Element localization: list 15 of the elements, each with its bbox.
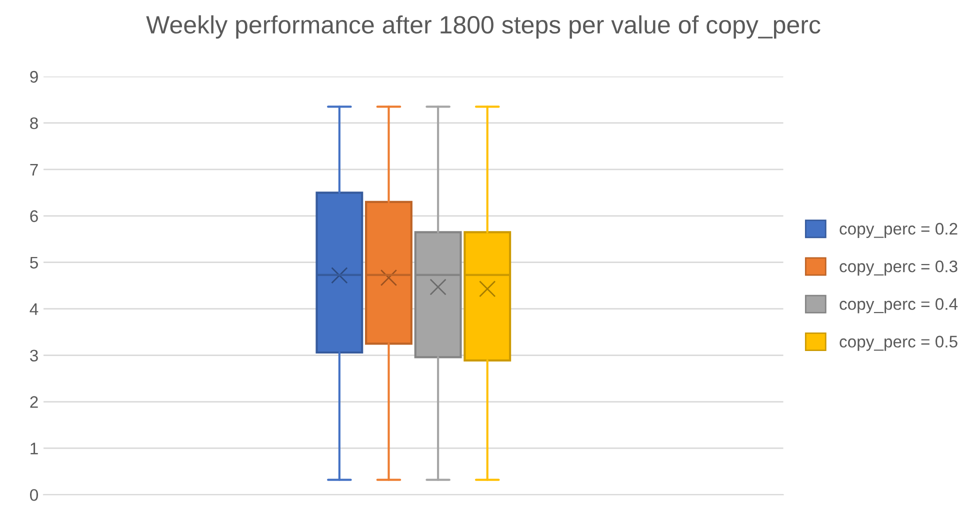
legend-label: copy_perc = 0.3 [840, 260, 958, 276]
y-tick-label: 0 [30, 489, 38, 501]
y-tick-label: 1 [30, 442, 38, 454]
legend-label: copy_perc = 0.2 [840, 222, 958, 238]
y-tick-label: 7 [30, 164, 38, 176]
y-tick-label: 9 [30, 70, 38, 83]
y-tick-label: 3 [30, 350, 38, 362]
y-tick-label: 5 [30, 256, 38, 269]
y-tick-label: 6 [30, 210, 38, 222]
y-tick-label: 2 [30, 396, 38, 408]
chart-title: Weekly performance after 1800 steps per value of copy_perc [146, 15, 820, 39]
y-tick-label: 4 [30, 303, 38, 315]
legend-label: copy_perc = 0.5 [840, 336, 958, 351]
legend-label: copy_perc = 0.4 [840, 298, 958, 314]
y-tick-label: 8 [30, 117, 38, 130]
